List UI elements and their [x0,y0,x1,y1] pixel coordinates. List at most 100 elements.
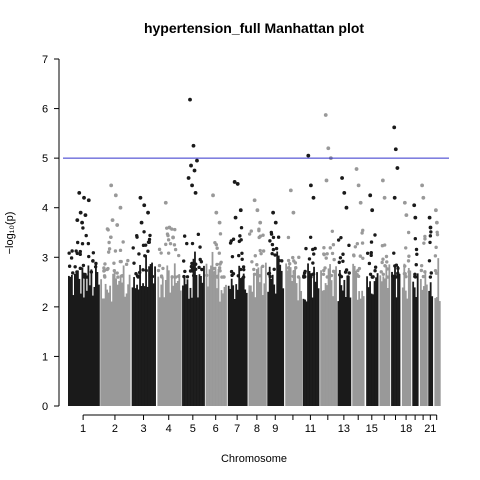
top-data-point [138,195,143,200]
data-point [304,246,308,251]
data-point [269,230,274,235]
data-point [211,275,215,279]
data-point [271,235,276,240]
data-point [270,251,274,256]
data-point [339,235,343,240]
data-point [414,263,418,267]
data-point [181,259,186,263]
point-band [361,290,364,406]
point-band [104,283,107,406]
point-band [274,293,277,406]
data-point [373,265,378,269]
top-data-point [188,97,192,102]
top-data-point [427,215,432,220]
point-band [271,274,274,406]
point-band [152,283,155,406]
data-point [71,271,75,275]
data-point [124,262,129,267]
data-point [173,227,177,232]
data-point [257,274,262,278]
data-point [214,243,219,247]
data-point [261,233,265,237]
top-data-point [233,215,238,220]
data-point [277,258,281,263]
data-point [136,275,140,279]
point-band [320,270,322,406]
data-point [215,246,219,250]
point-band [307,263,309,406]
data-point [330,229,335,233]
top-data-point [191,143,196,148]
point-band [71,274,73,406]
top-data-point [392,195,397,200]
top-data-point [189,163,193,168]
data-point [105,267,109,272]
data-point [219,260,223,264]
top-data-point [171,235,175,240]
data-point [308,235,313,240]
data-point [369,251,373,255]
point-band [200,275,202,406]
data-point [240,251,244,256]
point-band [386,288,389,406]
point-band [189,287,192,406]
data-point [297,255,301,260]
point-band [277,255,280,406]
point-band [398,273,401,406]
point-band [292,274,295,406]
data-point [230,254,235,259]
data-point [360,241,365,245]
top-data-point [83,213,88,218]
data-point [360,231,364,235]
data-point [380,260,384,265]
data-point [361,228,365,233]
point-band [87,265,90,406]
top-data-point [412,203,417,208]
x-tick-label: 18 [400,423,412,435]
data-point [339,274,344,279]
data-point [421,274,426,279]
point-band [238,265,241,406]
y-tick-label: 6 [42,104,48,116]
top-data-point [193,190,198,195]
point-band [282,288,285,406]
data-point [75,240,80,245]
point-band [298,276,301,406]
point-band [311,297,314,406]
point-band [300,290,303,406]
data-point [380,244,385,248]
data-point [118,248,123,253]
data-point [336,238,341,242]
point-band [230,278,233,406]
data-point [369,240,374,244]
point-band [267,291,270,406]
data-point [183,269,187,274]
top-data-point [340,176,344,180]
point-band [122,265,125,406]
top-data-point [368,193,373,198]
data-point [73,265,77,269]
data-point [174,275,178,279]
data-point [427,259,432,263]
data-point [113,249,118,253]
data-point [81,263,86,268]
data-point [142,230,146,234]
point-band [382,276,385,406]
data-point [211,266,216,271]
point-band [338,269,341,406]
point-band [78,278,81,406]
point-band [75,272,78,406]
point-band [332,296,334,406]
data-point [241,275,246,279]
data-point [286,235,291,240]
data-point [423,237,427,241]
data-point [419,268,424,273]
data-point [217,251,222,255]
data-point [392,274,397,279]
data-point [261,264,265,269]
point-band [115,278,118,406]
data-point [80,241,85,246]
point-band [142,283,144,406]
point-band [103,298,106,406]
top-data-point [110,218,115,223]
